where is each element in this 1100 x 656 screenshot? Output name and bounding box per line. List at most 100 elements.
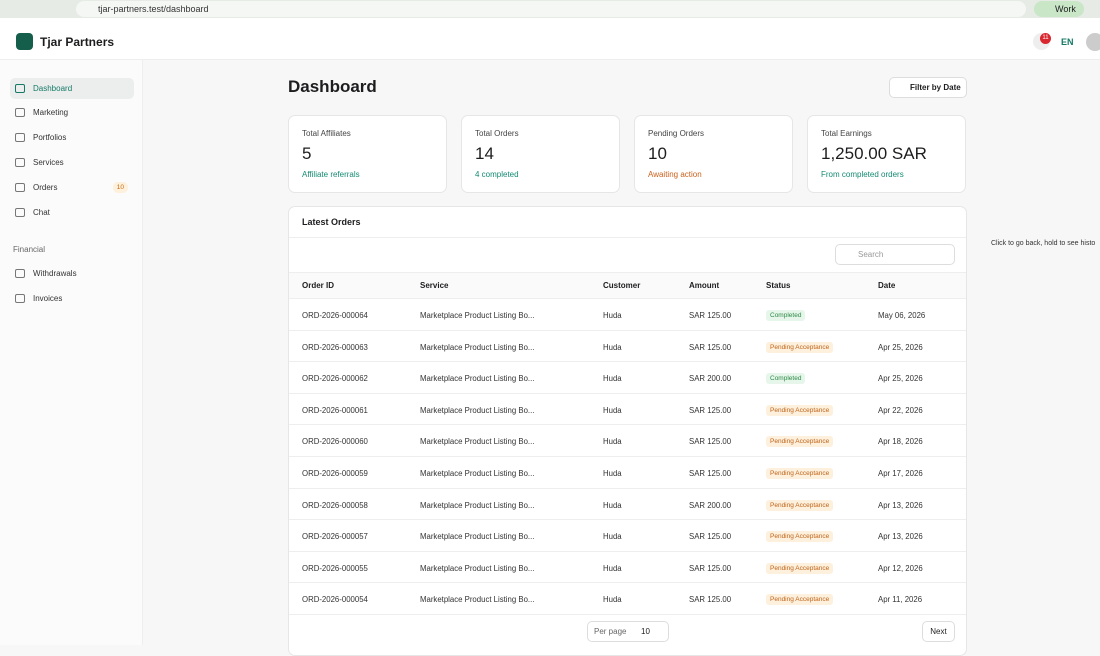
table-cell: Marketplace Product Listing Bo... (420, 469, 535, 478)
table-cell: SAR 125.00 (689, 311, 732, 320)
nav-label: Invoices (33, 294, 63, 303)
brand[interactable]: Tjar Partners (40, 35, 115, 49)
table-cell: Huda (603, 595, 622, 605)
table-row[interactable]: ORD-2026-000057 Marketplace Product Listi… (289, 520, 966, 552)
table-row[interactable]: ORD-2026-000054 Marketplace Product Listi… (289, 583, 966, 615)
nav-icon (15, 208, 25, 217)
status-badge: Pending Acceptance (766, 404, 834, 416)
logo (16, 33, 33, 50)
per-page[interactable]: Per page 10 (587, 621, 669, 642)
next-button[interactable]: Next (922, 621, 955, 642)
notification-count: 11 (1040, 33, 1051, 44)
nav-item[interactable]: Orders 10 (10, 177, 134, 198)
stat-value: 5 (302, 144, 312, 163)
nav-icon (15, 269, 25, 278)
column-header[interactable]: Order ID (302, 281, 335, 290)
nav-item[interactable]: Chat (10, 202, 134, 223)
status-badge: Pending Acceptance (766, 531, 834, 543)
table-cell: ORD-2026-000063 (302, 342, 368, 352)
status-badge: Pending Acceptance (766, 562, 834, 574)
nav-item[interactable]: Withdrawals (10, 263, 134, 284)
divider (289, 237, 966, 238)
nav-icon (15, 294, 25, 303)
table-cell: SAR 125.00 (689, 563, 732, 573)
section-label[interactable]: Financial (13, 245, 46, 254)
stat-card: Pending Orders 10 Awaiting action (634, 115, 793, 193)
stat-note: Awaiting action (648, 170, 702, 179)
table-row[interactable]: ORD-2026-000061 Marketplace Product Listi… (289, 394, 966, 426)
stat-label: Pending Orders (648, 129, 705, 138)
column-header[interactable]: Date (878, 281, 896, 290)
nav-label: Portfolios (33, 133, 67, 142)
table-cell: Huda (603, 532, 622, 542)
table-cell: Huda (603, 342, 622, 352)
nav-icon (15, 108, 25, 117)
nav-icon (15, 133, 25, 142)
app-header (0, 18, 1100, 60)
table-cell: Apr 22, 2026 (878, 405, 923, 415)
nav-badge: 10 (112, 182, 128, 193)
table-cell: Apr 11, 2026 (878, 595, 923, 605)
stat-card: Total Orders 14 4 completed (461, 115, 620, 193)
avatar[interactable] (1086, 33, 1100, 51)
table-cell: Huda (603, 500, 622, 510)
table-cell: SAR 125.00 (689, 595, 732, 605)
table-cell: ORD-2026-000054 (302, 595, 368, 605)
table-cell: ORD-2026-000061 (302, 405, 368, 415)
language-toggle[interactable]: EN (1061, 37, 1074, 47)
table-cell: Huda (603, 374, 622, 384)
table-cell: ORD-2026-000062 (302, 374, 368, 384)
table-cell: Apr 13, 2026 (878, 500, 923, 510)
table-cell: ORD-2026-000060 (302, 437, 368, 447)
orders-card: Latest Orders Search Order ID Service Cust… (288, 206, 967, 656)
table-cell: Huda (603, 563, 622, 573)
table-cell: Marketplace Product Listing Bo... (420, 532, 535, 542)
stat-card: Total Earnings 1,250.00 SAR From completed… (807, 115, 966, 193)
table-cell: SAR 125.00 (689, 405, 732, 415)
tooltip: Click to go back, hold to see histo (991, 240, 1096, 247)
table-row[interactable]: ORD-2026-000058 Marketplace Product Listi… (289, 489, 966, 521)
filter-button[interactable]: Filter by Date (889, 77, 967, 98)
table-cell: Marketplace Product Listing Bo... (420, 405, 535, 415)
table-cell: SAR 200.00 (689, 500, 732, 510)
table-cell: Huda (603, 405, 622, 415)
stat-label: Total Earnings (821, 129, 872, 138)
table-row[interactable]: ORD-2026-000062 Marketplace Product Listi… (289, 362, 966, 394)
stat-value: 1,250.00 SAR (821, 144, 927, 163)
stat-note: Affiliate referrals (302, 170, 360, 179)
nav-label: Services (33, 158, 64, 167)
profile-button[interactable]: Work (1034, 1, 1084, 17)
table-row[interactable]: ORD-2026-000063 Marketplace Product Listi… (289, 331, 966, 363)
table-row[interactable]: ORD-2026-000060 Marketplace Product Listi… (289, 425, 966, 457)
table-cell: Apr 18, 2026 (878, 437, 923, 447)
nav-item[interactable]: Invoices (10, 288, 134, 309)
table-cell: Huda (603, 469, 622, 478)
table-cell: SAR 125.00 (689, 342, 732, 352)
table-header (289, 272, 966, 299)
nav-item[interactable]: Services (10, 152, 134, 173)
nav-item[interactable]: Dashboard (10, 78, 134, 99)
table-cell: May 06, 2026 (878, 311, 926, 320)
table-row[interactable]: ORD-2026-000064 Marketplace Product Listi… (289, 299, 966, 331)
column-header[interactable]: Amount (689, 281, 720, 290)
table-cell: Marketplace Product Listing Bo... (420, 500, 535, 510)
table-row[interactable]: ORD-2026-000055 Marketplace Product Listi… (289, 552, 966, 584)
nav-label: Chat (33, 208, 50, 217)
column-header[interactable]: Customer (603, 281, 641, 290)
nav-label: Marketing (33, 108, 69, 117)
nav-item[interactable]: Portfolios (10, 127, 134, 148)
nav-item[interactable]: Marketing (10, 102, 134, 123)
table-cell: ORD-2026-000058 (302, 500, 368, 510)
column-header[interactable]: Status (766, 281, 791, 290)
search-input[interactable]: Search (835, 244, 955, 265)
column-header[interactable]: Service (420, 281, 449, 290)
table-row[interactable]: ORD-2026-000059 Marketplace Product Listi… (289, 457, 966, 489)
per-page-label: Per page (594, 627, 627, 636)
table-cell: ORD-2026-000057 (302, 532, 368, 542)
table-cell: Huda (603, 311, 622, 320)
table-cell: SAR 125.00 (689, 532, 732, 542)
address-bar[interactable]: tjar-partners.test/dashboard (76, 1, 1026, 17)
stat-value: 14 (475, 144, 494, 163)
